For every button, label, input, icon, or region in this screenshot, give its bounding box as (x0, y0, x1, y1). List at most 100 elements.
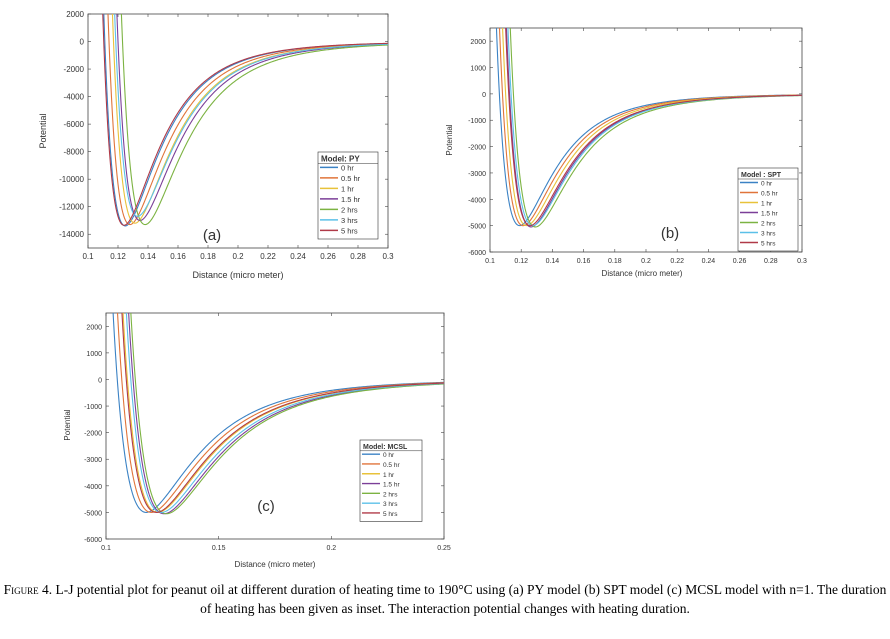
y-tick-label: -3000 (468, 171, 486, 178)
x-tick-label: 0.24 (290, 252, 306, 261)
chart-panel-c: 0.1 0.15 0.2 0.25 -6000 -5000 -4000 -3000 -2000 -… (60, 305, 460, 575)
chart-svg-b: 0.1 0.12 0.14 0.16 0.18 0.2 0.22 0.24 0.26 0.28 0.… (445, 27, 807, 278)
legend-entry: 1 hr (341, 184, 354, 193)
legend-title: Model: PY (321, 155, 360, 164)
series-line-0-5-hr (116, 313, 444, 513)
x-tick-label: 0.26 (733, 258, 747, 265)
y-tick-label: -4000 (468, 197, 486, 204)
series-line-5-hrs (102, 14, 388, 226)
legend-title: Model : SPT (741, 172, 782, 179)
x-tick-label: 0.12 (110, 252, 126, 261)
y-axis-label: Potential (38, 113, 48, 148)
x-tick-label: 0.22 (260, 252, 276, 261)
series-line-3-hrs (125, 313, 444, 513)
figure-caption: Figure 4. L-J potential plot for peanut … (0, 580, 890, 618)
legend-entry: 3 hrs (383, 501, 398, 508)
chart-panel-a: 0.1 0.12 0.14 0.16 0.18 0.2 0.22 0.24 0.26 0.28 0.… (0, 0, 410, 290)
legend-entry: 2 hrs (383, 491, 398, 498)
legend-entry: 0 hr (761, 181, 773, 188)
x-tick-label: 0.18 (608, 258, 622, 265)
series-line-3-hrs (114, 14, 388, 217)
x-axis-label: Distance (micro meter) (192, 270, 283, 280)
legend-box (317, 151, 379, 240)
y-tick-label: -10000 (59, 175, 84, 184)
panel-label: (c) (257, 498, 275, 515)
y-axis-label: Potential (63, 409, 72, 440)
panel-label: (a) (203, 227, 221, 244)
series-line-1-5-hr (116, 14, 388, 221)
x-tick-label: 0.16 (170, 252, 186, 261)
caption-text: L-J potential plot for peanut oil at dif… (55, 582, 887, 616)
legend-entry: 0.5 hr (383, 462, 400, 469)
x-tick-label: 0.16 (577, 258, 591, 265)
y-tick-label: 0 (98, 377, 102, 384)
legend-entry: 0 hr (383, 452, 395, 459)
x-tick-label: 0.24 (702, 258, 716, 265)
legend-entry: 3 hrs (761, 231, 776, 238)
legend-entry: 1 hr (761, 201, 773, 208)
legend-entry: 5 hrs (761, 241, 776, 248)
x-tick-label: 0.1 (82, 252, 94, 261)
y-tick-label: -3000 (84, 457, 102, 464)
series-line-2-hrs (120, 14, 388, 226)
x-tick-label: 0.3 (797, 258, 807, 265)
y-tick-label: -4000 (84, 484, 102, 491)
x-axis-label: Distance (micro meter) (235, 560, 316, 569)
legend-entry: 5 hrs (383, 511, 398, 518)
series-line-5-hrs (121, 313, 444, 513)
legend-entry: 2 hrs (341, 205, 358, 214)
series-group (112, 313, 444, 515)
chart-panel-b: 0.1 0.12 0.14 0.16 0.18 0.2 0.22 0.24 0.26 0.28 0.… (430, 18, 890, 286)
legend-entry: 0 hr (341, 163, 354, 172)
legend-entry: 1.5 hr (383, 482, 400, 489)
y-tick-label: -1000 (468, 118, 486, 125)
legend-entry: 0.5 hr (761, 191, 778, 198)
x-tick-label: 0.28 (350, 252, 366, 261)
chart-svg-a: 0.1 0.12 0.14 0.16 0.18 0.2 0.22 0.24 0.26 0.28 0.… (38, 10, 394, 280)
y-tick-label: 2000 (86, 324, 102, 331)
y-tick-label: -2000 (468, 145, 486, 152)
y-tick-label: -12000 (59, 203, 84, 212)
caption-label: Figure 4. (3, 582, 53, 597)
y-tick-label: -6000 (84, 537, 102, 544)
series-line-5-hrs (505, 28, 802, 227)
x-tick-label: 0.12 (514, 258, 528, 265)
x-tick-label: 0.28 (764, 258, 778, 265)
y-tick-label: -14000 (59, 230, 84, 239)
y-tick-label: -2000 (64, 65, 85, 74)
series-group (495, 28, 802, 228)
x-tick-label: 0.2 (641, 258, 651, 265)
y-tick-label: 0 (80, 38, 85, 47)
y-tick-label: 1000 (86, 351, 102, 358)
x-tick-label: 0.18 (200, 252, 216, 261)
x-tick-label: 0.1 (485, 258, 495, 265)
legend-entry: 1.5 hr (341, 195, 361, 204)
x-tick-label: 0.25 (437, 545, 451, 552)
legend-entry: 0.5 hr (341, 174, 361, 183)
x-tick-label: 0.2 (326, 545, 336, 552)
y-tick-label: -6000 (468, 250, 486, 257)
x-tick-label: 0.22 (670, 258, 684, 265)
y-tick-label: -1000 (84, 404, 102, 411)
panel-label: (b) (661, 225, 679, 242)
legend-entry: 2 hrs (761, 221, 776, 228)
chart-svg-c: 0.1 0.15 0.2 0.25 -6000 -5000 -4000 -3000 -2000 -… (63, 312, 451, 569)
y-tick-label: -2000 (84, 431, 102, 438)
legend-entry: 1 hr (383, 472, 395, 479)
x-axis-label: Distance (micro meter) (602, 269, 683, 278)
x-tick-label: 0.26 (320, 252, 336, 261)
y-tick-label: -5000 (84, 510, 102, 517)
x-tick-label: 0.15 (212, 545, 226, 552)
legend-entry: 3 hrs (341, 216, 358, 225)
y-tick-label: -6000 (64, 120, 85, 129)
y-tick-label: -8000 (64, 148, 85, 157)
legend-title: Model: MCSL (363, 444, 408, 451)
y-tick-label: 2000 (470, 39, 486, 46)
series-group (102, 14, 388, 227)
x-tick-label: 0.3 (382, 252, 394, 261)
x-tick-label: 0.1 (101, 545, 111, 552)
y-tick-label: -5000 (468, 224, 486, 231)
y-tick-label: 0 (482, 92, 486, 99)
x-tick-label: 0.2 (232, 252, 244, 261)
legend-entry: 1.5 hr (761, 211, 778, 218)
